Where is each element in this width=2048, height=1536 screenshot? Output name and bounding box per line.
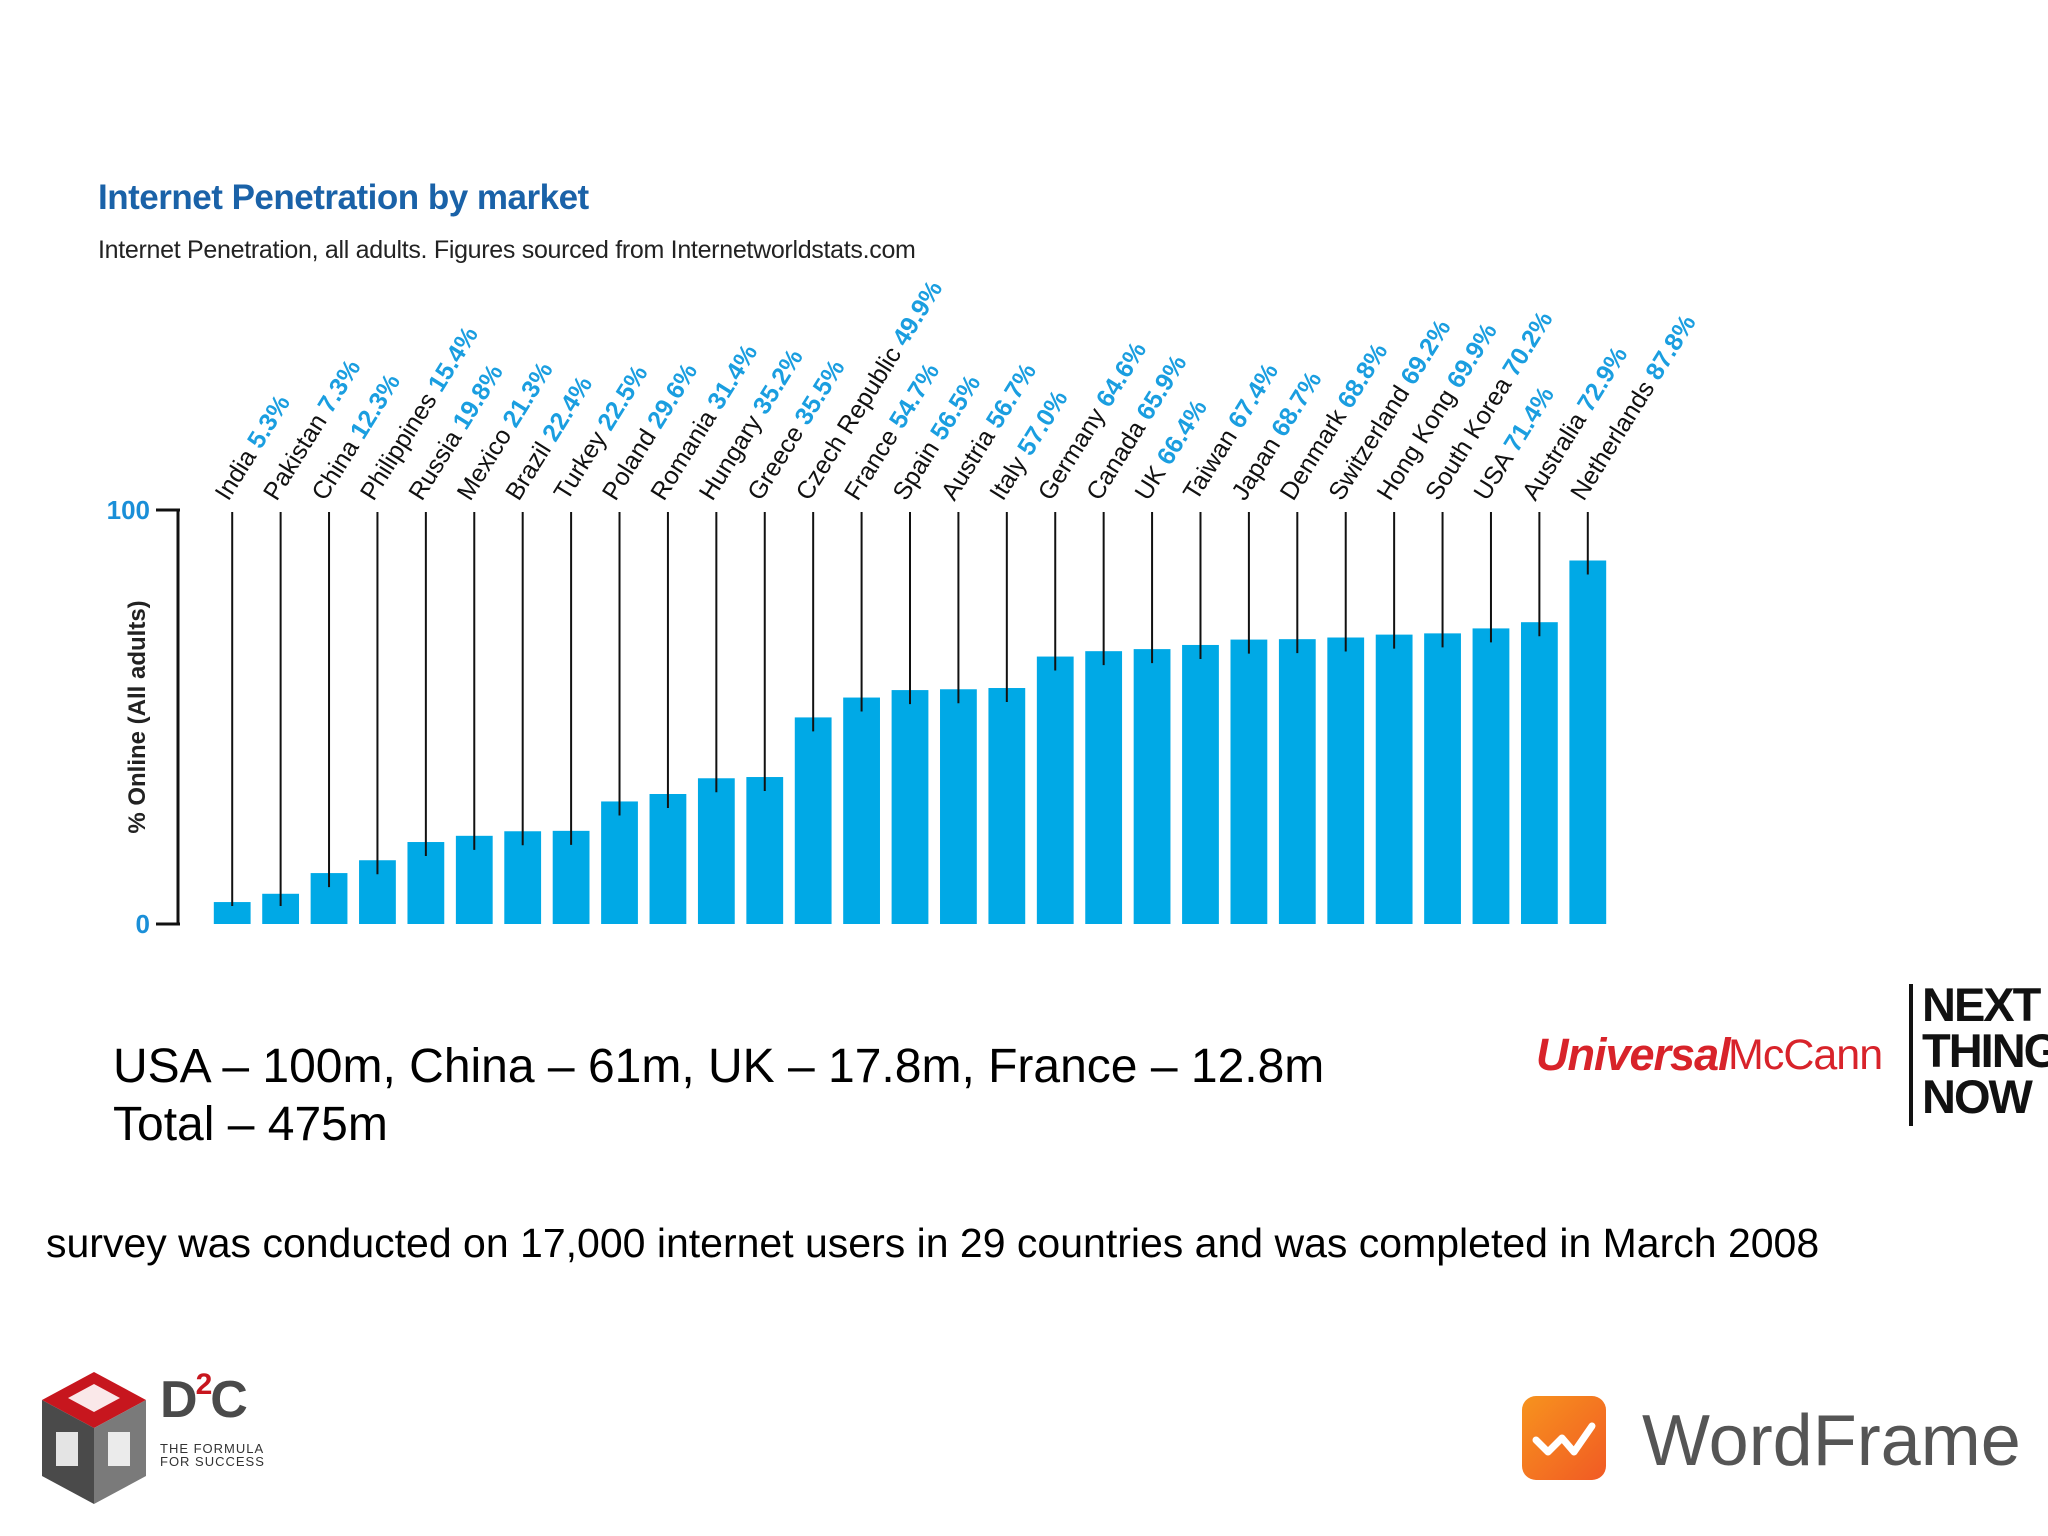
bar [1182, 644, 1219, 924]
y-axis-label: % Online (All adults) [124, 600, 151, 833]
universal-mccann-logo: Universal McCann NEXT THING NOW [1530, 978, 2048, 1128]
chart-subtitle: Internet Penetration, all adults. Figure… [98, 236, 916, 264]
chart-category-labels: India 5.3%Pakistan 7.3%China 12.3%Philip… [210, 276, 1702, 505]
bar [1375, 634, 1413, 924]
bar [1472, 628, 1510, 924]
bar [1520, 622, 1558, 924]
bar [1569, 560, 1607, 924]
um-tagline-line: THING [1922, 1024, 2048, 1077]
wordframe-logo: WordFrame [1522, 1396, 2042, 1496]
um-divider [1909, 984, 1913, 1126]
bar-chart: 100 0 % Online (All adults) India 5.3%Paki… [107, 276, 1702, 939]
um-brand-bold: Universal [1536, 1029, 1731, 1080]
um-tagline-line: NOW [1922, 1070, 2033, 1123]
d2c-cube-icon [42, 1372, 146, 1504]
bar [697, 778, 735, 924]
y-tick-label: 100 [107, 495, 150, 525]
summary-line-2: Total – 475m [113, 1098, 388, 1151]
bar [843, 697, 880, 924]
chart-axes: 100 0 % Online (All adults) [107, 495, 180, 939]
wave-chart-icon [1522, 1396, 1606, 1480]
bar [1230, 639, 1268, 924]
value-label: 87.8% [1640, 310, 1701, 385]
d2c-tagline: THE FORMULA FOR SUCCESS [160, 1441, 265, 1469]
d2c-logo: D2C THE FORMULA FOR SUCCESS [38, 1368, 298, 1510]
bar [213, 902, 251, 924]
bar [1278, 639, 1316, 924]
survey-note: survey was conducted on 17,000 internet … [46, 1220, 1820, 1266]
market-summary: USA – 100m, China – 61m, UK – 17.8m, Fra… [113, 1038, 1324, 1154]
bar [891, 690, 929, 924]
bar [1424, 633, 1461, 924]
bar [1327, 637, 1365, 924]
value-label: 70.2% [1497, 306, 1558, 381]
value-label: 49.9% [887, 276, 948, 351]
d2c-name: D2C [160, 1368, 248, 1429]
chart-leader-lines [231, 512, 1589, 906]
bar [455, 835, 493, 924]
um-tagline-line: NEXT [1922, 978, 2041, 1031]
bar [794, 717, 832, 924]
bar [649, 794, 687, 924]
bar [940, 689, 977, 924]
chart-bars [213, 560, 1607, 924]
y-tick-label: 0 [136, 909, 150, 939]
wordframe-name: WordFrame [1642, 1401, 2021, 1481]
chart-title: Internet Penetration by market [98, 178, 589, 217]
bar [746, 777, 784, 924]
bar [504, 831, 542, 924]
bar [1085, 651, 1123, 924]
um-brand-light: McCann [1728, 1031, 1883, 1079]
um-tagline: NEXT THING NOW [1922, 978, 2048, 1123]
summary-line-1: USA – 100m, China – 61m, UK – 17.8m, Fra… [113, 1040, 1325, 1093]
bar [1133, 649, 1171, 924]
bar [1036, 656, 1074, 924]
bar [601, 801, 638, 924]
bar [552, 830, 590, 924]
bar [988, 688, 1026, 924]
